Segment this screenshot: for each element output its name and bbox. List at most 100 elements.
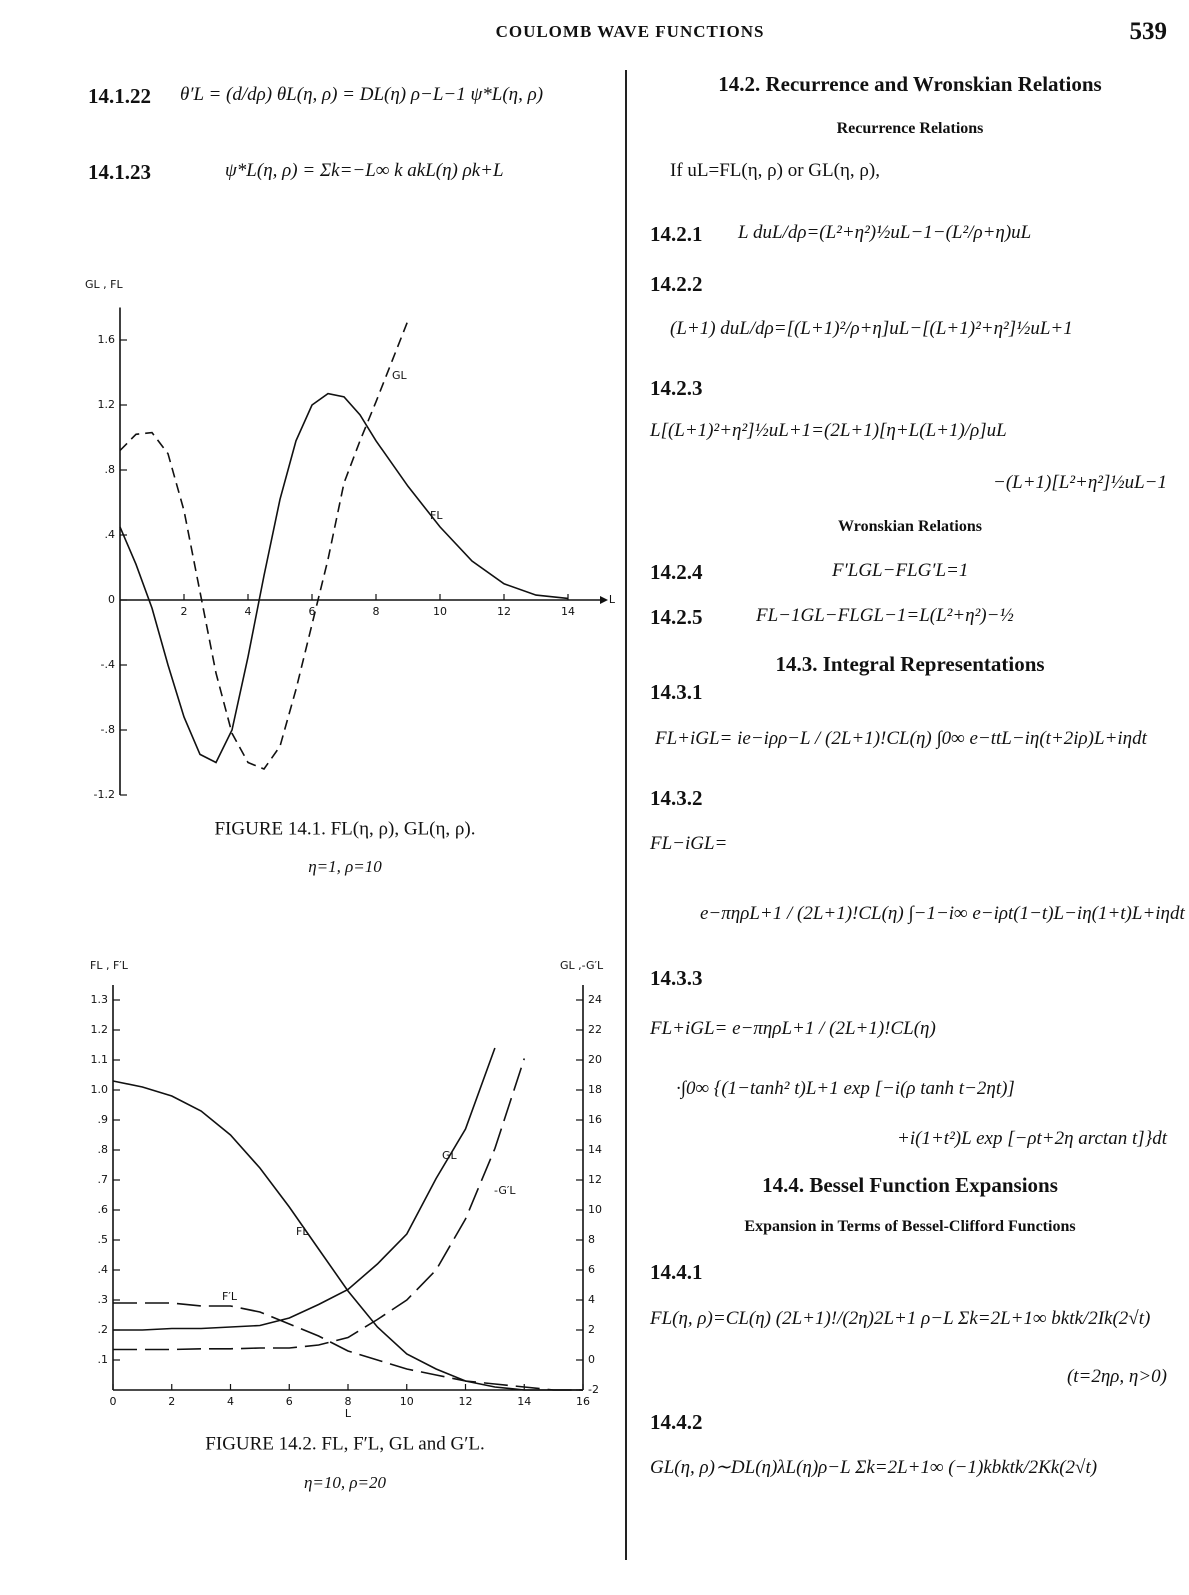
x-tick-label: 16	[576, 1395, 590, 1408]
equation: L duL/dρ=(L²+η²)½uL−1−(L²/ρ+η)uL	[738, 222, 1032, 243]
x-tick-label: 8	[373, 605, 380, 618]
y2-tick-label: 0	[588, 1353, 595, 1366]
x-tick-label: 0	[110, 1395, 117, 1408]
equation-number: 14.1.23	[88, 160, 151, 184]
y2-tick-label: -2	[588, 1383, 599, 1396]
y-tick-label: .3	[98, 1293, 109, 1306]
y2-axis-title: GL ,-G′L	[560, 959, 604, 972]
y-tick-label: -.8	[101, 723, 115, 736]
y2-tick-label: 20	[588, 1053, 602, 1066]
equation-number: 14.2.3	[650, 376, 703, 400]
y2-tick-label: 14	[588, 1143, 602, 1156]
x-tick-label: 10	[400, 1395, 414, 1408]
figure-subcaption: η=1, ρ=10	[308, 857, 382, 876]
equation-number: 14.4.1	[650, 1260, 703, 1284]
axis-arrow	[600, 596, 608, 604]
equation: (t=2ηρ, η>0)	[1066, 1366, 1167, 1387]
x-axis-title: L	[345, 1407, 352, 1420]
x-tick-label: 8	[345, 1395, 352, 1408]
curve	[113, 1058, 526, 1351]
curve	[119, 392, 569, 764]
equation: −(L+1)[L²+η²]½uL−1	[993, 472, 1167, 493]
curve	[112, 1080, 583, 1391]
equation: FL(η, ρ)=CL(η) (2L+1)!/(2η)2L+1 ρ−L Σk=2…	[650, 1308, 1151, 1329]
y-tick-label: .1	[98, 1353, 109, 1366]
x-tick-label: 4	[245, 605, 252, 618]
equation: L[(L+1)²+η²]½uL+1=(2L+1)[η+L(L+1)/ρ]uL	[650, 420, 1007, 441]
equation: F′LGL−FLG′L=1	[832, 560, 969, 581]
curve-label: F′L	[222, 1290, 238, 1303]
figure-caption: FIGURE 14.2. FL, F′L, GL and G′L.	[205, 1433, 484, 1454]
y-tick-label: .4	[98, 1263, 109, 1276]
section-heading: 14.3. Integral Representations	[775, 652, 1045, 676]
y-tick-label: .4	[105, 528, 116, 541]
equation: FL+iGL= ie−iρρ−L / (2L+1)!CL(η) ∫0∞ e−tt…	[655, 728, 1147, 749]
x-tick-label: 12	[459, 1395, 473, 1408]
y-tick-label: 0	[108, 593, 115, 606]
text: If uL=FL(η, ρ) or GL(η, ρ),	[670, 160, 880, 181]
y-tick-label: .7	[98, 1173, 109, 1186]
x-tick-label: 12	[497, 605, 511, 618]
y2-tick-label: 16	[588, 1113, 602, 1126]
x-tick-label: 6	[309, 605, 316, 618]
page-number: 539	[1129, 18, 1168, 45]
y-tick-label: .9	[98, 1113, 109, 1126]
x-axis-title: L	[609, 593, 616, 606]
y-tick-label: -1.2	[94, 788, 115, 801]
y2-tick-label: 6	[588, 1263, 595, 1276]
equation-number: 14.1.22	[88, 84, 151, 108]
y2-tick-label: 8	[588, 1233, 595, 1246]
y2-tick-label: 10	[588, 1203, 602, 1216]
y-tick-label: .6	[98, 1203, 109, 1216]
y-tick-label: 1.0	[91, 1083, 109, 1096]
curve-label: FL	[296, 1225, 309, 1238]
equation-number: 14.2.5	[650, 605, 703, 629]
equation: ψ*L(η, ρ) = Σk=−L∞ k akL(η) ρk+L	[225, 160, 504, 181]
x-tick-label: 14	[517, 1395, 531, 1408]
equation-number: 14.3.1	[650, 680, 703, 704]
y-tick-label: 1.2	[98, 398, 116, 411]
y-tick-label: 1.6	[98, 333, 116, 346]
y2-tick-label: 4	[588, 1293, 595, 1306]
x-tick-label: 2	[168, 1395, 175, 1408]
curve-label: GL	[442, 1149, 458, 1162]
y2-tick-label: 2	[588, 1323, 595, 1336]
y-tick-label: .5	[98, 1233, 109, 1246]
column-rule	[625, 70, 627, 1560]
running-title: COULOMB WAVE FUNCTIONS	[495, 22, 765, 41]
figures: 2 4 6 8 10 12 141.61.2.8.40-.4-.8-1.2GL , FLLG…	[85, 278, 616, 1492]
y2-tick-label: 24	[588, 993, 602, 1006]
figure-subcaption: η=10, ρ=20	[304, 1473, 387, 1492]
equation: θ′L = (d/dρ) θL(η, ρ) = DL(η) ρ−L−1 ψ*L(…	[180, 84, 544, 105]
y2-tick-label: 18	[588, 1083, 602, 1096]
equation-number: 14.3.2	[650, 786, 703, 810]
curve	[119, 320, 409, 770]
x-tick-label: 2	[181, 605, 188, 618]
subheading: Wronskian Relations	[838, 518, 982, 535]
equation: +i(1+t²)L exp [−ρt+2η arctan t]}dt	[897, 1128, 1167, 1149]
y2-tick-label: 22	[588, 1023, 602, 1036]
curve-label: FL	[430, 509, 443, 522]
y2-tick-label: 12	[588, 1173, 602, 1186]
equation-number: 14.2.2	[650, 272, 703, 296]
equation-number: 14.2.4	[650, 560, 703, 584]
x-tick-label: 6	[286, 1395, 293, 1408]
x-tick-label: 4	[227, 1395, 234, 1408]
subheading: Expansion in Terms of Bessel-Clifford Fu…	[744, 1218, 1076, 1235]
x-tick-label: 10	[433, 605, 447, 618]
y-axis-title: GL , FL	[85, 278, 123, 291]
equation: FL−iGL=	[650, 833, 728, 854]
equation-number: 14.2.1	[650, 222, 703, 246]
equation: e−πηρL+1 / (2L+1)!CL(η) ∫−1−i∞ e−iρt(1−t…	[700, 903, 1185, 924]
equation-number: 14.3.3	[650, 966, 703, 990]
curve-label: -G′L	[494, 1184, 516, 1197]
y-axis-title: FL , F′L	[90, 959, 129, 972]
subheading: Recurrence Relations	[836, 120, 984, 137]
equation: GL(η, ρ)∼DL(η)λL(η)ρ−L Σk=2L+1∞ (−1)kbkt…	[650, 1457, 1098, 1478]
y-tick-label: .2	[98, 1323, 109, 1336]
y-tick-label: .8	[105, 463, 116, 476]
y-tick-label: 1.1	[91, 1053, 109, 1066]
y-tick-label: 1.2	[91, 1023, 109, 1036]
curve-label: GL	[392, 369, 408, 382]
